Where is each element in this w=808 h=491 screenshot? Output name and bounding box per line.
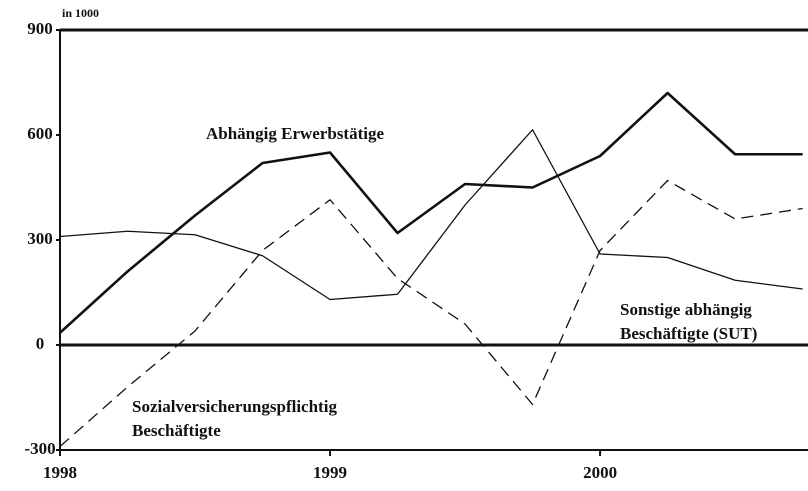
y-tick-label: -300	[24, 439, 55, 458]
x-tick-label: 1999	[313, 463, 347, 482]
unit-label: in 1000	[62, 6, 99, 20]
y-tick-label: 0	[36, 334, 45, 353]
series-label: Sonstige abhängig Beschäftigte (SUT)	[620, 300, 758, 343]
series-line	[59, 129, 803, 301]
series-line	[59, 179, 803, 447]
x-tick-label: 1998	[43, 463, 77, 482]
y-tick-label: 300	[27, 229, 53, 248]
series-line	[59, 91, 803, 334]
series-label: Abhängig Erwerbstätige	[206, 124, 385, 143]
y-tick-label: 900	[27, 19, 53, 38]
y-tick-label: 600	[27, 124, 53, 143]
series-label: Sozialversicherungspflichtig Beschäftigt…	[132, 397, 337, 440]
x-tick-label: 2000	[583, 463, 617, 482]
